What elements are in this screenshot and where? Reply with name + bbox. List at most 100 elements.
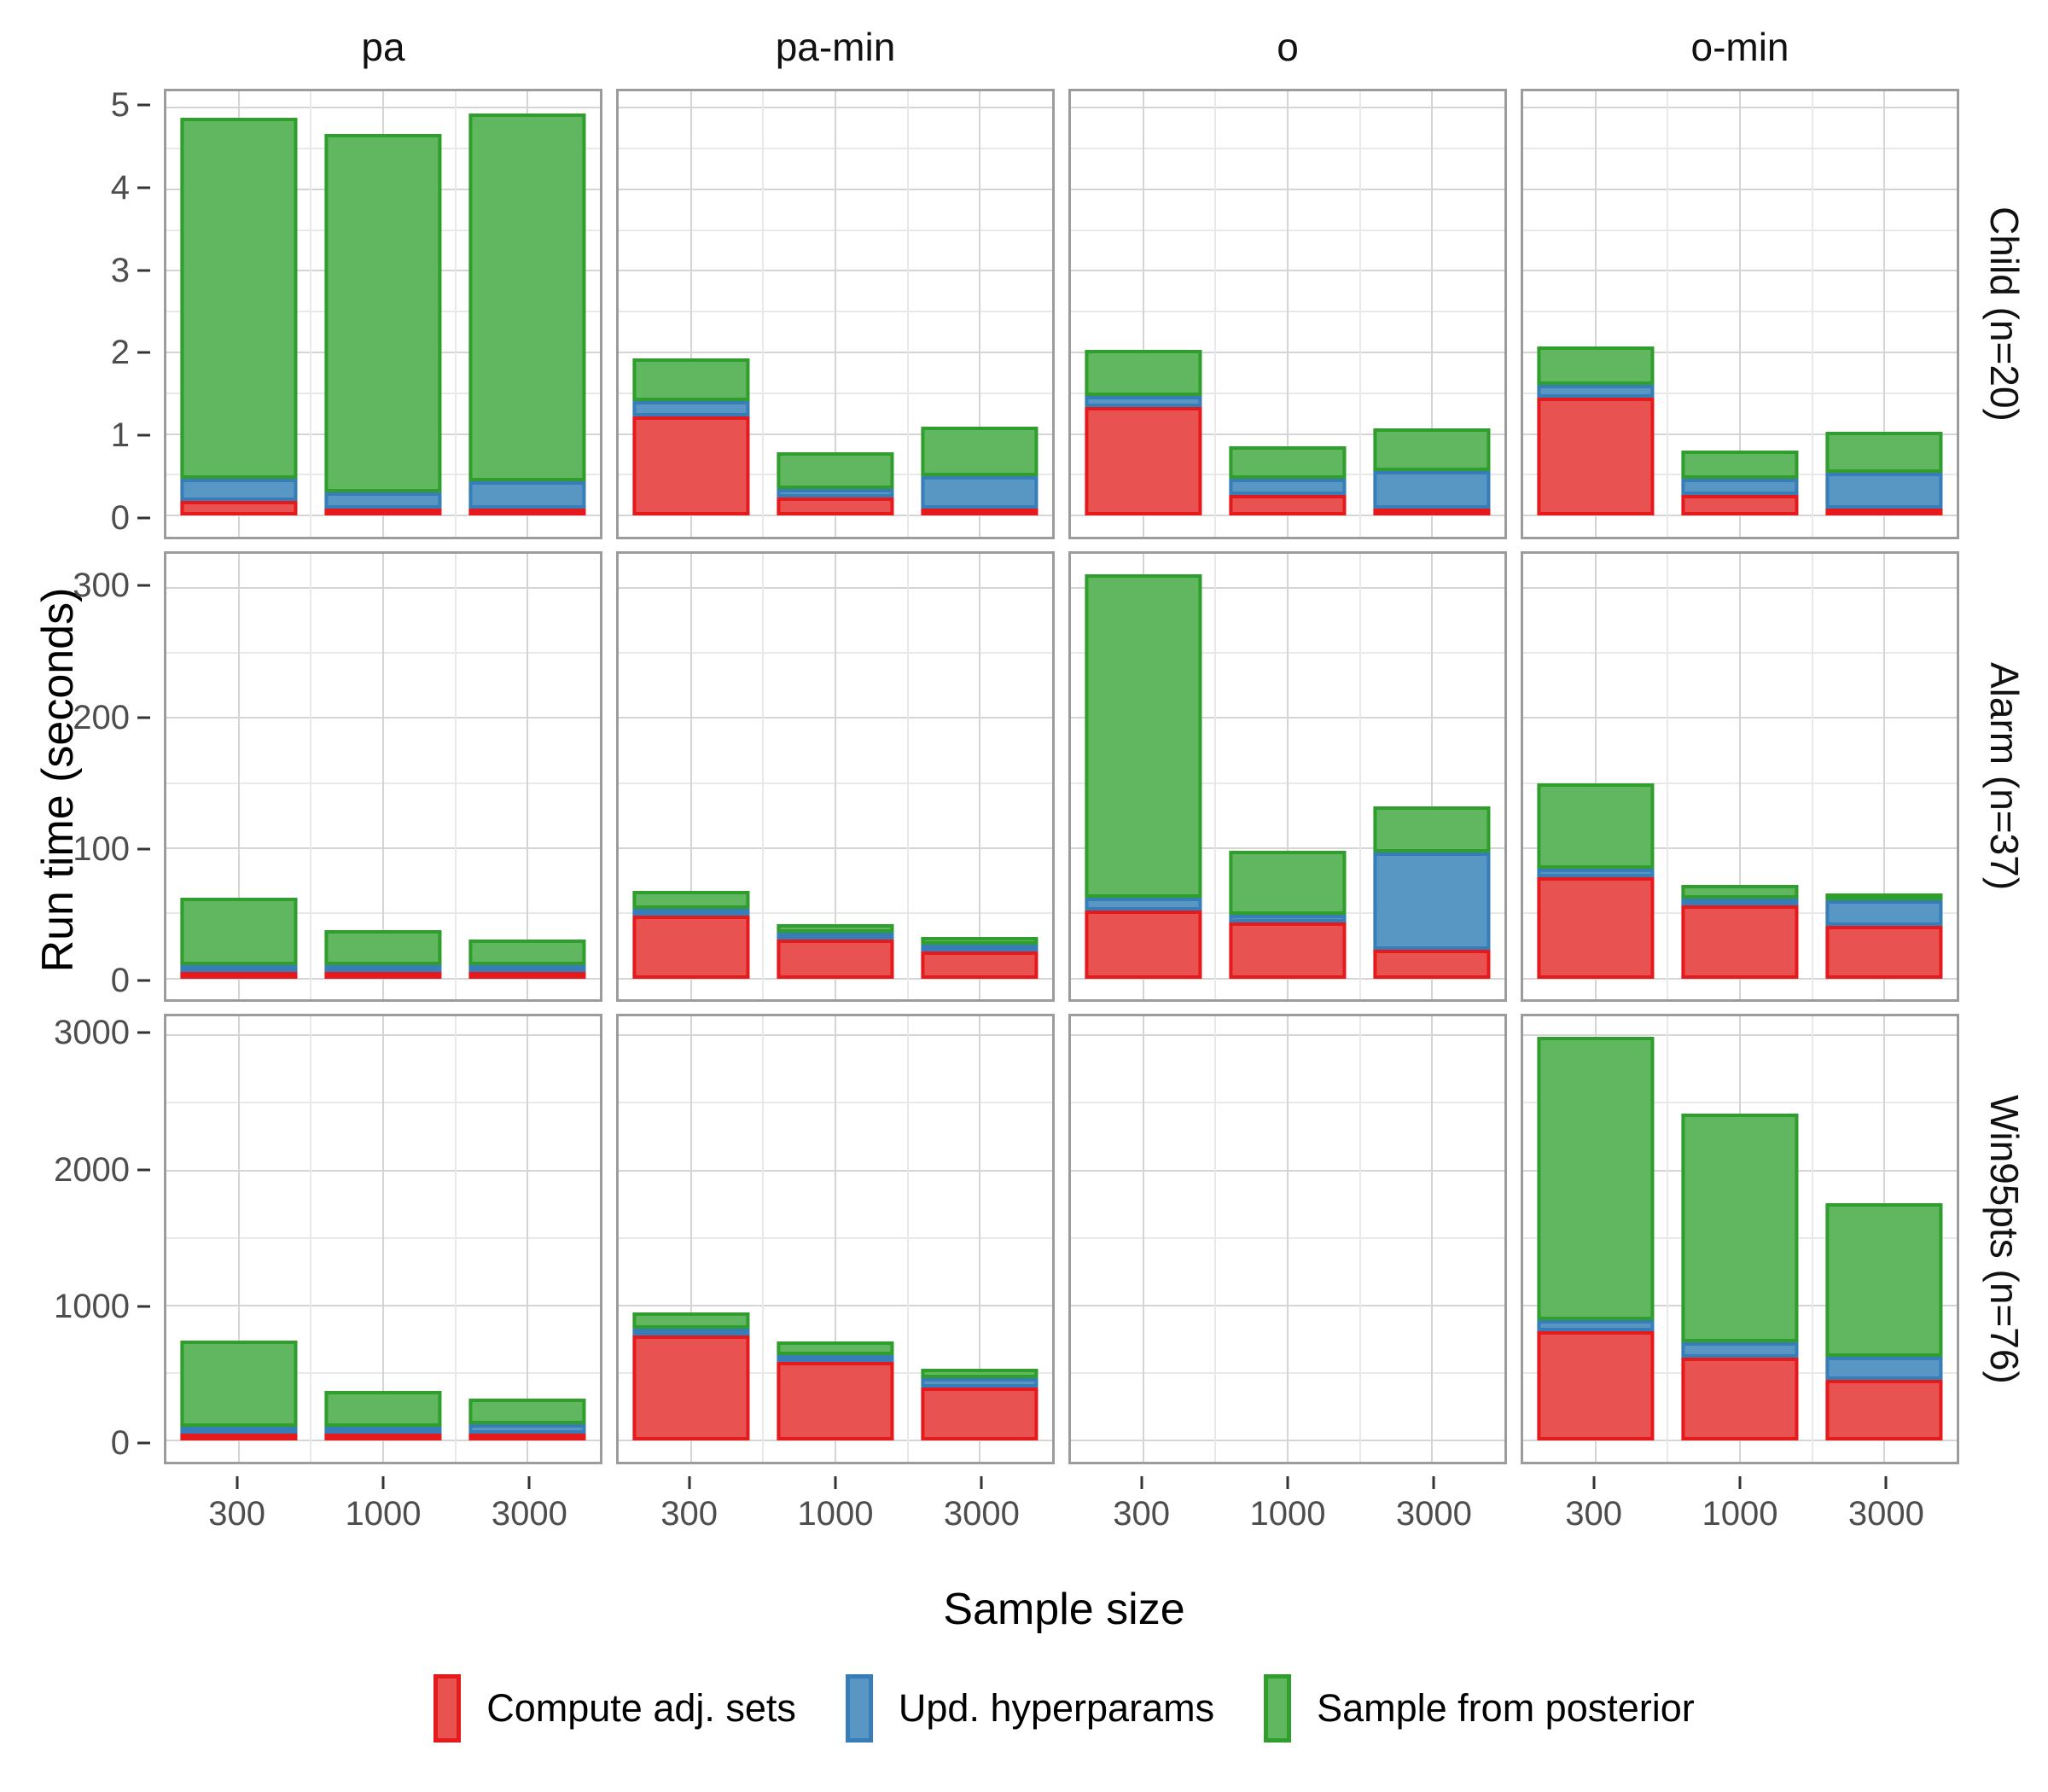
gridline-minor [1811,1016,1813,1462]
y-tick-mark [137,433,150,437]
bar-pa-row3-x1000 [324,1390,442,1441]
x-tick-label: 300 [1113,1495,1171,1533]
bar-segment-compute_adj_sets [1373,950,1491,979]
y-tick-label: 3 [110,251,130,289]
bar-segment-compute_adj_sets [1373,509,1491,516]
y-tick-label: 1 [110,416,130,455]
bar-segment-compute_adj_sets [468,971,586,979]
bar-pa-row1-x300 [180,117,298,516]
bar-segment-compute_adj_sets [1537,1330,1655,1441]
bar-segment-sample_from_posterior [1085,350,1202,396]
x-tick-label: 3000 [943,1495,1020,1533]
y-tick-label: 5 [110,86,130,125]
bar-o-row2-x3000 [1373,806,1491,979]
y-tick-mark [137,1031,150,1034]
y-tick-mark [137,1441,150,1445]
facet-panel-pa-row1 [164,89,602,539]
legend-label-upd_hyperparams: Upd. hyperparams [898,1686,1215,1730]
bar-o-row2-x300 [1085,574,1202,979]
gridline-minor [310,1016,312,1462]
gridline-minor [1359,554,1361,999]
bar-segment-sample_from_posterior [777,1341,894,1356]
bar-o-row1-x1000 [1229,445,1347,516]
legend-item-sample_from_posterior: Sample from posterior [1264,1674,1695,1743]
bar-segment-upd_hyperparams [1681,899,1799,906]
gridline-major [382,554,384,999]
y-tick-mark [137,103,150,107]
bar-segment-compute_adj_sets [632,416,750,516]
facet-row-label-2: Alarm (n=37) [1973,551,2036,1002]
gridline-minor [1811,91,1813,537]
facet-panel-pa-row3 [164,1014,602,1464]
y-tick-label: 1000 [54,1287,130,1325]
bar-segment-sample_from_posterior [1825,1202,1943,1357]
bar-pa-row3-x300 [180,1341,298,1441]
y-tick-mark [137,716,150,719]
corner-bottom-right [1973,1476,2036,1553]
bar-segment-upd_hyperparams [180,1427,298,1434]
bar-segment-sample_from_posterior [180,117,298,480]
bar-segment-compute_adj_sets [1681,1357,1799,1441]
gridline-major [1883,554,1886,999]
y-axis-title: Run time (seconds) [33,587,83,973]
bar-segment-upd_hyperparams [921,1378,1039,1388]
gridline-major [979,554,981,999]
bar-pa-row1-x1000 [324,133,442,516]
gridline-minor [1214,91,1217,537]
gridline-major [689,91,692,537]
bar-pa-min-row2-x300 [632,891,750,979]
bar-segment-sample_from_posterior [1825,431,1943,473]
facet-row-label-3: Win95pts (n=76) [1973,1014,2036,1464]
legend-swatch-compute_adj_sets [433,1674,462,1743]
gridline-minor [906,554,909,999]
x-tick-mark [1432,1476,1435,1489]
bar-o-min-row2-x300 [1537,783,1655,979]
y-tick-label: 2 [110,334,130,372]
gridline-minor [1667,554,1669,999]
bar-segment-sample_from_posterior [1537,1036,1655,1321]
gridline-minor [1667,1016,1669,1462]
bar-segment-compute_adj_sets [632,1335,750,1441]
gridline-minor [1214,554,1217,999]
bar-segment-compute_adj_sets [777,1362,894,1441]
facet-column-label-pa-min: pa-min [775,25,896,69]
gridline-major [237,554,240,999]
gridline-major [979,1016,981,1462]
bar-segment-upd_hyperparams [1085,395,1202,407]
gridline-major [1594,91,1597,537]
bar-segment-compute_adj_sets [324,1434,442,1441]
x-tick-mark [381,1476,385,1489]
gridline-major [527,1016,529,1462]
bar-o-row1-x3000 [1373,428,1491,516]
bar-segment-sample_from_posterior [468,1399,586,1424]
bar-segment-sample_from_posterior [921,936,1039,945]
y-axis-ticks-row-1: 0 1 2 3 4 5 [82,86,150,539]
bar-segment-upd_hyperparams [632,1329,750,1336]
bar-segment-upd_hyperparams [632,401,750,416]
gridline-major [1739,554,1741,999]
x-tick-mark [1884,1476,1888,1489]
bar-segment-upd_hyperparams [1537,1320,1655,1331]
bar-segment-sample_from_posterior [632,358,750,402]
bar-segment-upd_hyperparams [1537,869,1655,877]
y-tick-mark [137,979,150,982]
bar-segment-upd_hyperparams [180,964,298,972]
bar-segment-upd_hyperparams [1825,900,1943,927]
gridline-major [1739,91,1741,537]
bar-segment-upd_hyperparams [777,488,894,498]
x-axis-title: Sample size [943,1585,1185,1634]
bar-segment-sample_from_posterior [1085,574,1202,898]
y-axis-ticks-row-3: 0 1000 2000 3000 [54,1014,150,1464]
bar-o-min-row1-x3000 [1825,431,1943,516]
bar-segment-compute_adj_sets [180,500,298,516]
gridline-major [979,91,981,537]
x-axis-ticks-pa: 300 1000 3000 [164,1476,602,1553]
x-axis-ticks-o: 300 1000 3000 [1068,1476,1507,1553]
x-tick-label: 3000 [1395,1495,1472,1533]
bar-pa-row2-x300 [180,897,298,979]
gridline-major [1287,1016,1289,1462]
gridline-major [835,554,836,999]
legend-swatch-upd_hyperparams [845,1674,873,1743]
facet-panel-o-min-row2 [1521,551,1959,1002]
